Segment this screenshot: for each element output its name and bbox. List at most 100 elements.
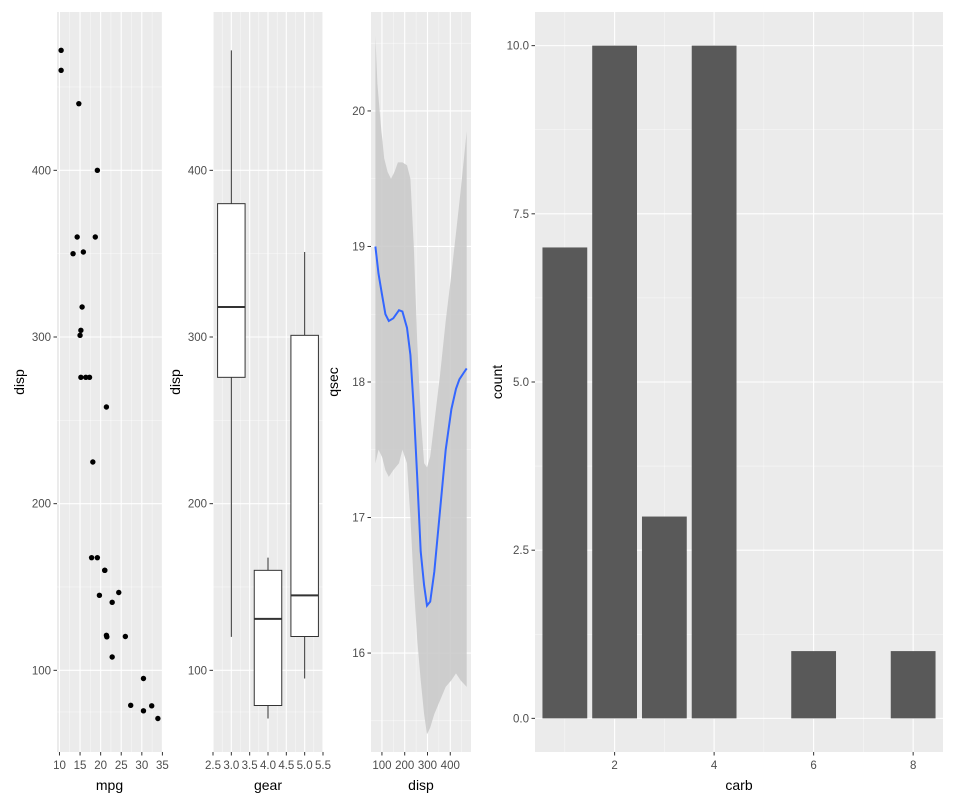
scatter-point	[58, 67, 64, 74]
y-axis-title: count	[489, 365, 505, 399]
y-tick-label: 100	[188, 665, 207, 677]
bar-carb-2	[592, 45, 637, 719]
y-tick-label: 300	[32, 332, 51, 344]
scatter-point	[90, 459, 96, 465]
scatter-point	[94, 167, 101, 174]
scatter-point	[155, 715, 161, 722]
bars	[542, 45, 936, 719]
y-tick-label: 17	[352, 513, 365, 525]
y-tick-label: 5.0	[513, 377, 529, 389]
x-tick-label: 4.5	[278, 760, 294, 772]
y-tick-label: 18	[352, 377, 365, 389]
y-tick-label: 100	[32, 665, 51, 677]
y-axis-title: qsec	[325, 367, 341, 397]
scatter-point	[122, 633, 129, 640]
x-tick-label: 20	[94, 760, 107, 772]
x-tick-label: 2	[611, 760, 617, 772]
bar-carb-4	[691, 45, 737, 719]
confidence-ribbon	[375, 36, 467, 735]
scatter-point	[78, 327, 84, 334]
scatter-point	[103, 632, 110, 639]
x-tick-label: 3.5	[242, 760, 258, 772]
box-gear-3	[217, 50, 246, 637]
x-tick-label: 4.0	[260, 760, 276, 772]
scatter-point	[140, 708, 147, 714]
scatter-point	[149, 703, 155, 709]
x-axis-title: carb	[725, 777, 752, 793]
scatter-point	[86, 374, 93, 381]
bar-carb-3	[641, 516, 687, 719]
smooth-line	[374, 246, 468, 609]
scatter-point	[80, 249, 87, 255]
y-axis-title: disp	[11, 369, 27, 395]
x-axis-title: gear	[254, 777, 282, 793]
panel-background	[57, 12, 162, 752]
scatter-point	[128, 702, 134, 709]
x-tick-label: 10	[53, 760, 66, 772]
y-tick-label: 0.0	[513, 713, 529, 725]
y-tick-label: 20	[352, 106, 365, 118]
boxes	[217, 50, 319, 719]
y-axis-title: disp	[167, 369, 183, 395]
box-iqr	[253, 569, 283, 706]
y-tick-label: 7.5	[513, 209, 529, 221]
bar-panel: 2 4 6 8 0.0 2.5 5.0 7.5 10.0 carb count	[489, 12, 943, 793]
x-axis-title: mpg	[96, 777, 123, 793]
x-axis-title: disp	[408, 777, 434, 793]
boxplot-panel: 2.5 3.0 3.5 4.0 4.5 5.0 5.5 100 200 300 400 gear dis…	[167, 12, 331, 793]
scatter-point	[74, 234, 80, 240]
scatter-point	[103, 404, 110, 410]
scatter-point	[92, 234, 98, 240]
box-iqr	[290, 334, 319, 637]
y-tick-label: 400	[32, 165, 51, 177]
y-tick-label: 16	[352, 648, 365, 660]
box-gear-5	[290, 252, 319, 679]
x-tick-label: 15	[74, 760, 87, 772]
x-tick-label: 3.0	[223, 760, 239, 772]
points	[58, 47, 161, 722]
grid	[57, 12, 163, 752]
box-iqr	[217, 203, 246, 378]
y-tick-label: 200	[188, 499, 207, 511]
y-tick-label: 200	[32, 499, 51, 511]
scatter-point	[76, 100, 82, 107]
scatter-point	[96, 592, 103, 599]
x-tick-label: 8	[910, 760, 916, 772]
scatter-point	[94, 554, 101, 561]
scatter-point	[83, 374, 89, 381]
scatter-point	[116, 589, 122, 596]
x-tick-label: 30	[135, 760, 148, 772]
scatter-point	[58, 47, 64, 54]
y-tick-label: 2.5	[513, 545, 529, 557]
x-tick-label: 4	[711, 760, 718, 772]
y-tick-label: 19	[352, 241, 365, 253]
scatter-point	[140, 675, 147, 682]
x-tick-label: 100	[372, 760, 391, 772]
x-tick-label: 200	[395, 760, 414, 772]
scatter-point	[70, 250, 76, 257]
smooth-panel: 100 200 300 400 16 17 18 19 20 disp qsec	[325, 12, 471, 793]
x-tick-label: 300	[418, 760, 437, 772]
scatter-point	[88, 554, 95, 561]
x-tick-label: 5.0	[297, 760, 313, 772]
scatter-point	[102, 567, 108, 574]
y-tick-label: 400	[188, 165, 207, 177]
box-gear-4	[253, 557, 283, 719]
x-tick-label: 6	[810, 760, 816, 772]
x-tick-label: 25	[115, 760, 128, 772]
y-tick-label: 10.0	[507, 41, 529, 53]
bar-carb-6	[791, 651, 837, 719]
scatter-point	[77, 332, 83, 339]
scatter-panel: 10 15 20 25 30 35 100 200 300 400 mpg disp	[11, 12, 169, 793]
x-tick-label: 2.5	[205, 760, 221, 772]
x-tick-label: 35	[156, 760, 169, 772]
scatter-point	[79, 304, 85, 310]
scatter-point	[109, 599, 115, 606]
x-tick-label: 5.5	[315, 760, 331, 772]
scatter-point	[109, 654, 115, 660]
scatter-point	[78, 374, 84, 381]
bar-carb-1	[542, 247, 588, 719]
x-tick-label: 400	[441, 760, 460, 772]
bar-carb-8	[890, 651, 936, 719]
